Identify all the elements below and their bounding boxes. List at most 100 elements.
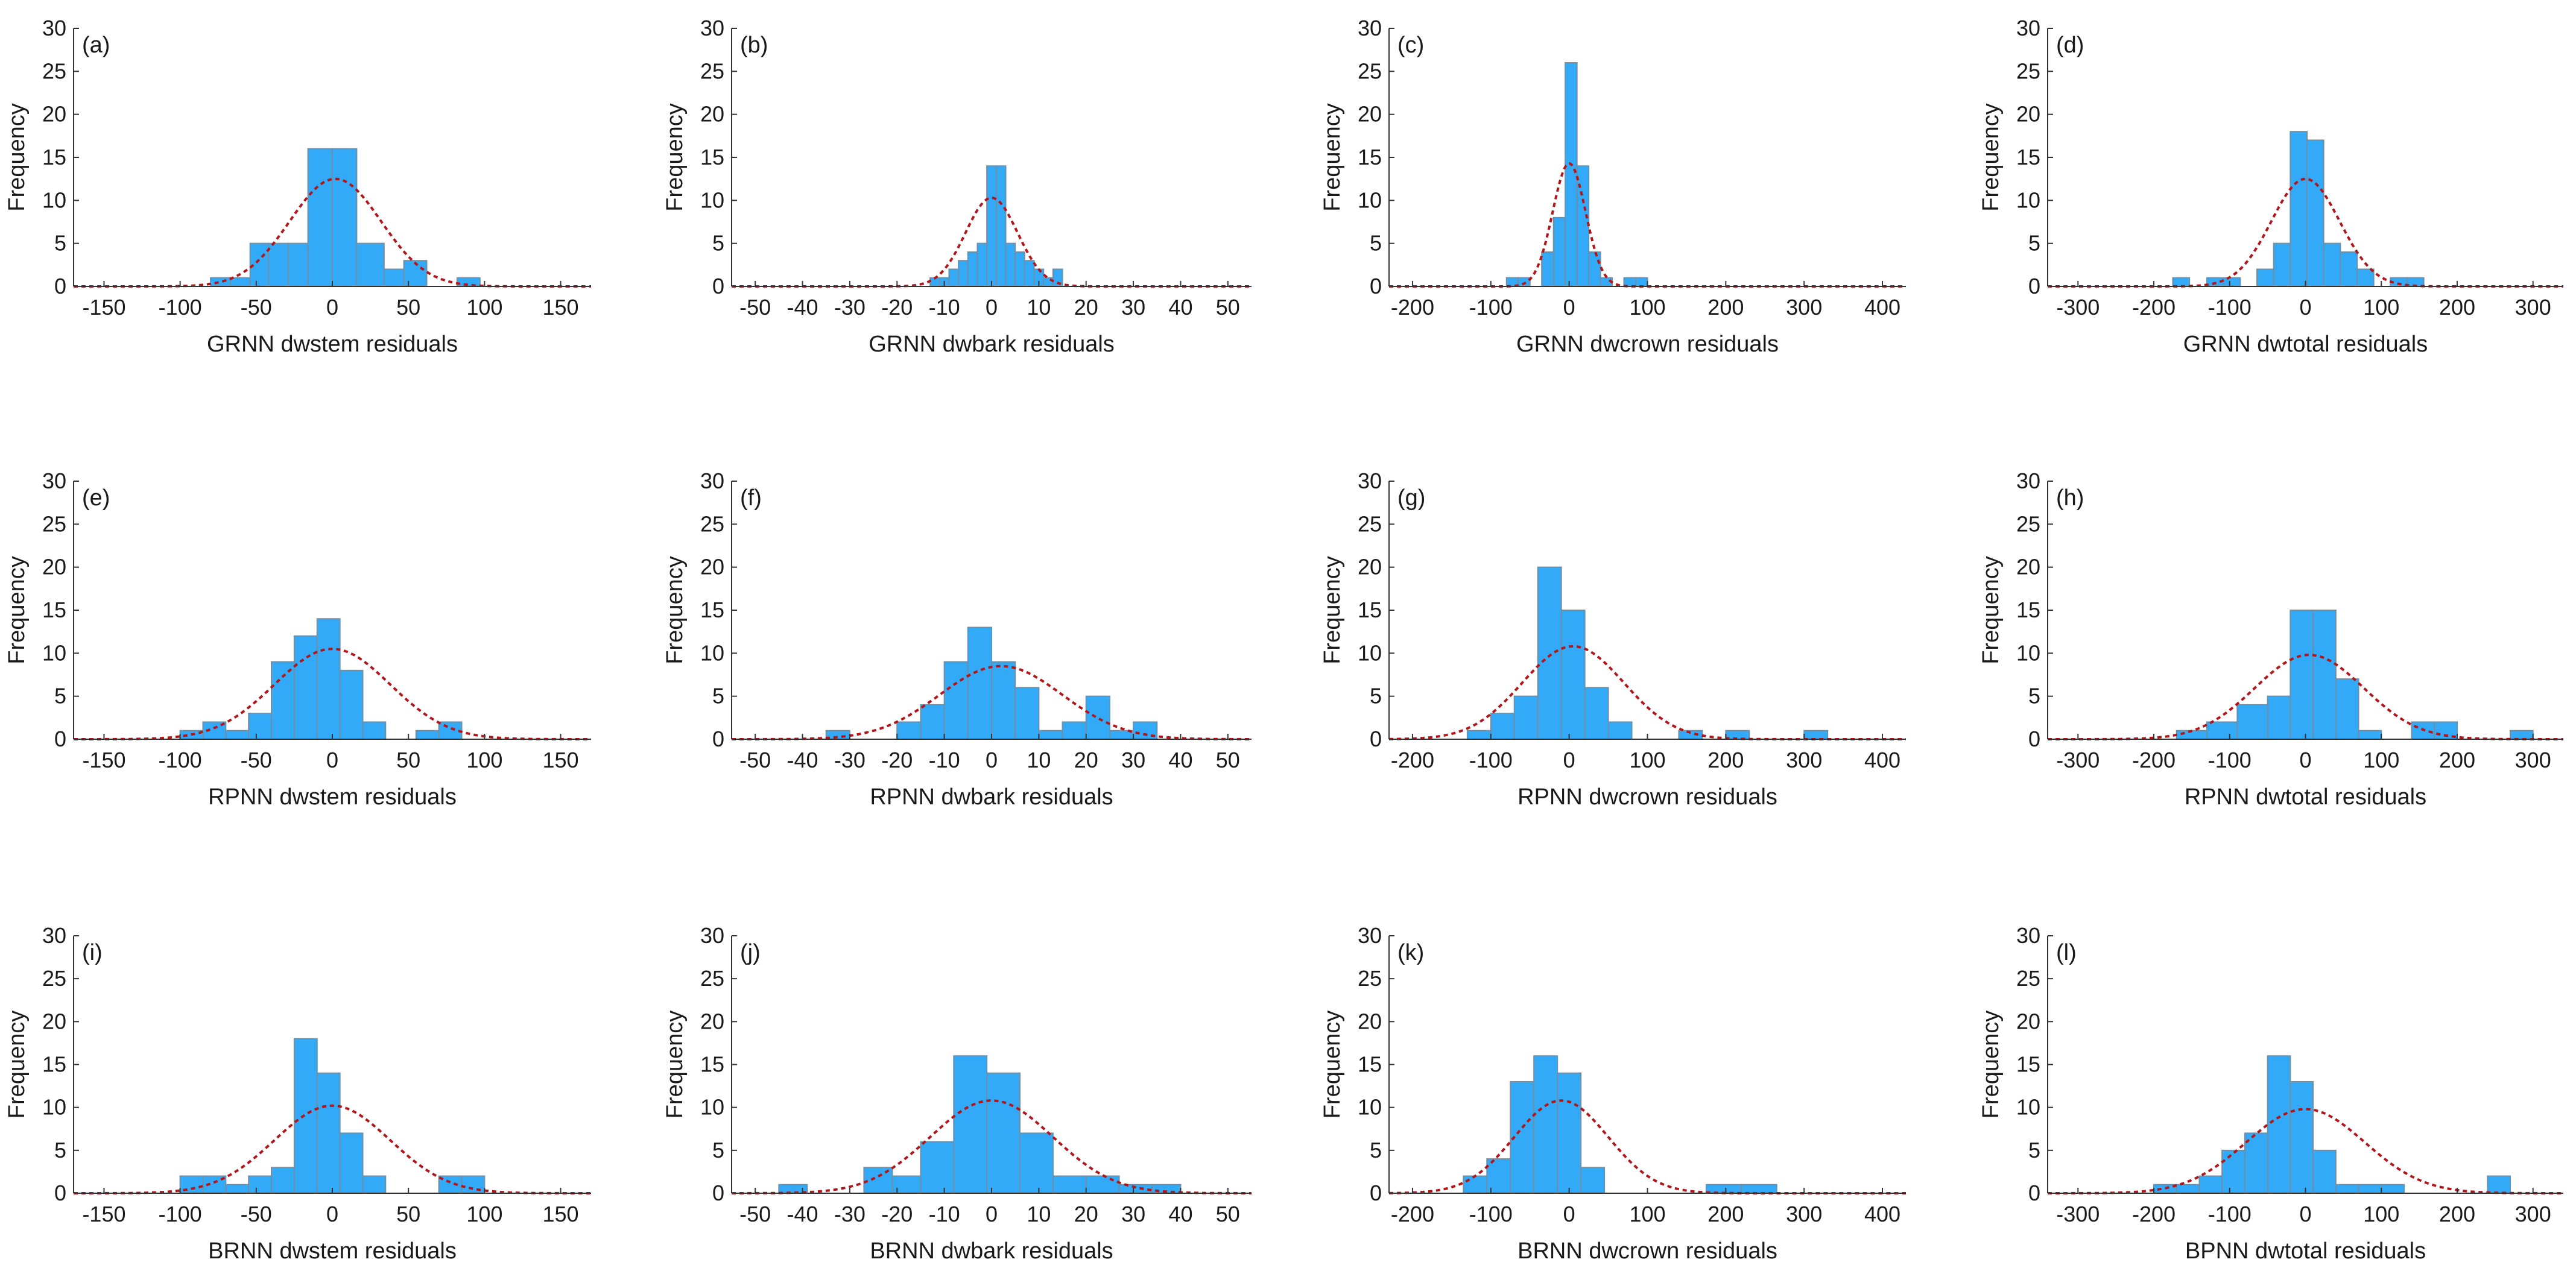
histogram-bar — [1533, 1055, 1559, 1194]
x-tick-label: 300 — [2515, 748, 2551, 772]
x-tick-label: 100 — [2363, 748, 2399, 772]
x-tick-label: -40 — [787, 1202, 818, 1226]
x-tick-label: 10 — [1027, 748, 1051, 772]
y-tick-label: 20 — [42, 555, 66, 579]
x-tick-label: 0 — [2299, 1202, 2311, 1226]
histogram-bar — [383, 268, 405, 288]
y-tick-label: 15 — [2016, 598, 2040, 622]
x-axis-title: BRNN dwcrown residuals — [1517, 1238, 1777, 1264]
histogram-bar — [2198, 1175, 2223, 1194]
y-tick-label: 5 — [54, 684, 66, 708]
y-tick-label: 20 — [2016, 1009, 2040, 1033]
x-tick-label: -30 — [834, 295, 866, 320]
histogram-bar — [1005, 242, 1016, 287]
y-tick-label: 30 — [700, 923, 724, 948]
histogram-panel: 0 5 10 15 20 25 30 -150 -100 -50 0 50 100 150 GRNN dws… — [4, 16, 591, 357]
histogram-bar — [1584, 687, 1609, 740]
histogram-bar — [2335, 1184, 2359, 1194]
x-tick-label: -100 — [1469, 295, 1513, 320]
x-tick-label: -20 — [881, 748, 913, 772]
x-tick-label: 0 — [2299, 748, 2311, 772]
y-tick-label: 25 — [700, 511, 724, 536]
x-tick-label: -20 — [881, 1202, 913, 1226]
x-axis-title: RPNN dwstem residuals — [208, 784, 457, 810]
histogram-bar — [967, 251, 978, 287]
x-tick-label: 20 — [1074, 295, 1098, 320]
x-tick-label: 50 — [396, 1202, 420, 1226]
histogram-bar — [362, 721, 387, 740]
x-tick-label: -40 — [787, 748, 818, 772]
histogram-bar — [1588, 251, 1601, 287]
histogram-bar — [332, 148, 358, 287]
histogram-panel: 0 5 10 15 20 25 30 -300 -200 -100 0 100 200 300 GRNN d… — [1978, 16, 2563, 357]
panel-label: (k) — [1397, 940, 1424, 965]
histogram-bar — [1537, 566, 1562, 740]
x-tick-label: 0 — [986, 1202, 998, 1226]
y-axis-title: Frequency — [1320, 556, 1345, 664]
y-tick-label: 15 — [2016, 145, 2040, 169]
histogram-bar — [976, 242, 988, 287]
histogram-bar — [2273, 242, 2291, 287]
y-tick-label: 20 — [700, 1009, 724, 1033]
histogram-bar — [225, 730, 250, 740]
histogram-bar — [1607, 721, 1633, 740]
histogram-bar — [2509, 730, 2534, 740]
histogram-bar — [958, 260, 969, 288]
histogram-bar — [356, 242, 385, 287]
panel-label: (e) — [82, 485, 110, 511]
histogram-bar — [2267, 1055, 2291, 1194]
x-tick-label: -50 — [739, 748, 771, 772]
histogram-bar — [2358, 730, 2382, 740]
histogram-bar — [316, 1072, 341, 1194]
histogram-bar — [229, 277, 251, 288]
histogram-bars — [2153, 1055, 2511, 1194]
x-tick-label: -100 — [159, 1202, 202, 1226]
y-tick-label: 5 — [2028, 684, 2040, 708]
histogram-bar — [1014, 251, 1025, 287]
x-tick-label: 0 — [1563, 295, 1575, 320]
y-tick-label: 10 — [2016, 188, 2040, 212]
y-tick-label: 30 — [1358, 468, 1382, 493]
y-tick-label: 25 — [1358, 58, 1382, 83]
y-tick-label: 20 — [2016, 555, 2040, 579]
x-axis-title: RPNN dwbark residuals — [870, 784, 1113, 810]
y-tick-label: 20 — [1358, 102, 1382, 127]
histogram-bar — [2381, 1184, 2405, 1194]
x-tick-label: -200 — [1391, 748, 1434, 772]
x-tick-label: 40 — [1168, 748, 1192, 772]
y-tick-label: 25 — [2016, 511, 2040, 536]
y-tick-label: 15 — [700, 1052, 724, 1077]
histogram-bar — [2290, 1080, 2314, 1194]
x-tick-label: -100 — [2208, 295, 2252, 320]
histogram-bars — [2176, 610, 2534, 740]
y-tick-label: 10 — [42, 1095, 66, 1120]
histogram-bar — [415, 730, 440, 740]
histogram-bar — [1486, 1158, 1511, 1194]
histogram-bar — [1541, 251, 1554, 287]
histogram-bars — [1505, 62, 1648, 288]
x-tick-label: 150 — [542, 295, 578, 320]
x-tick-label: 200 — [2439, 748, 2475, 772]
y-tick-label: 25 — [42, 966, 66, 991]
y-axis-title: Frequency — [662, 103, 688, 212]
x-tick-label: 0 — [2299, 295, 2311, 320]
histogram-bar — [461, 1175, 486, 1194]
x-tick-label: -20 — [881, 295, 913, 320]
y-tick-label: 5 — [54, 1138, 66, 1162]
histogram-bar — [2323, 242, 2341, 287]
x-axis-title: GRNN dwstem residuals — [207, 332, 458, 357]
histogram-bar — [2221, 1149, 2245, 1194]
histogram-bar — [1038, 730, 1063, 740]
y-tick-label: 0 — [54, 727, 66, 751]
x-tick-label: -200 — [1391, 295, 1434, 320]
histogram-panel: 0 5 10 15 20 25 30 -50 -40 -30 -20 -10 0 10 20 30 40 50 GR… — [662, 16, 1252, 357]
y-tick-label: 15 — [2016, 1052, 2040, 1077]
x-tick-label: 100 — [466, 748, 502, 772]
panel-label: (l) — [2056, 940, 2077, 965]
y-tick-label: 20 — [700, 555, 724, 579]
histogram-bar — [2244, 1132, 2268, 1194]
x-axis-title: GRNN dwtotal residuals — [2183, 332, 2428, 357]
y-tick-label: 0 — [712, 727, 724, 751]
histogram-bar — [2306, 139, 2324, 287]
y-tick-label: 30 — [42, 923, 66, 948]
